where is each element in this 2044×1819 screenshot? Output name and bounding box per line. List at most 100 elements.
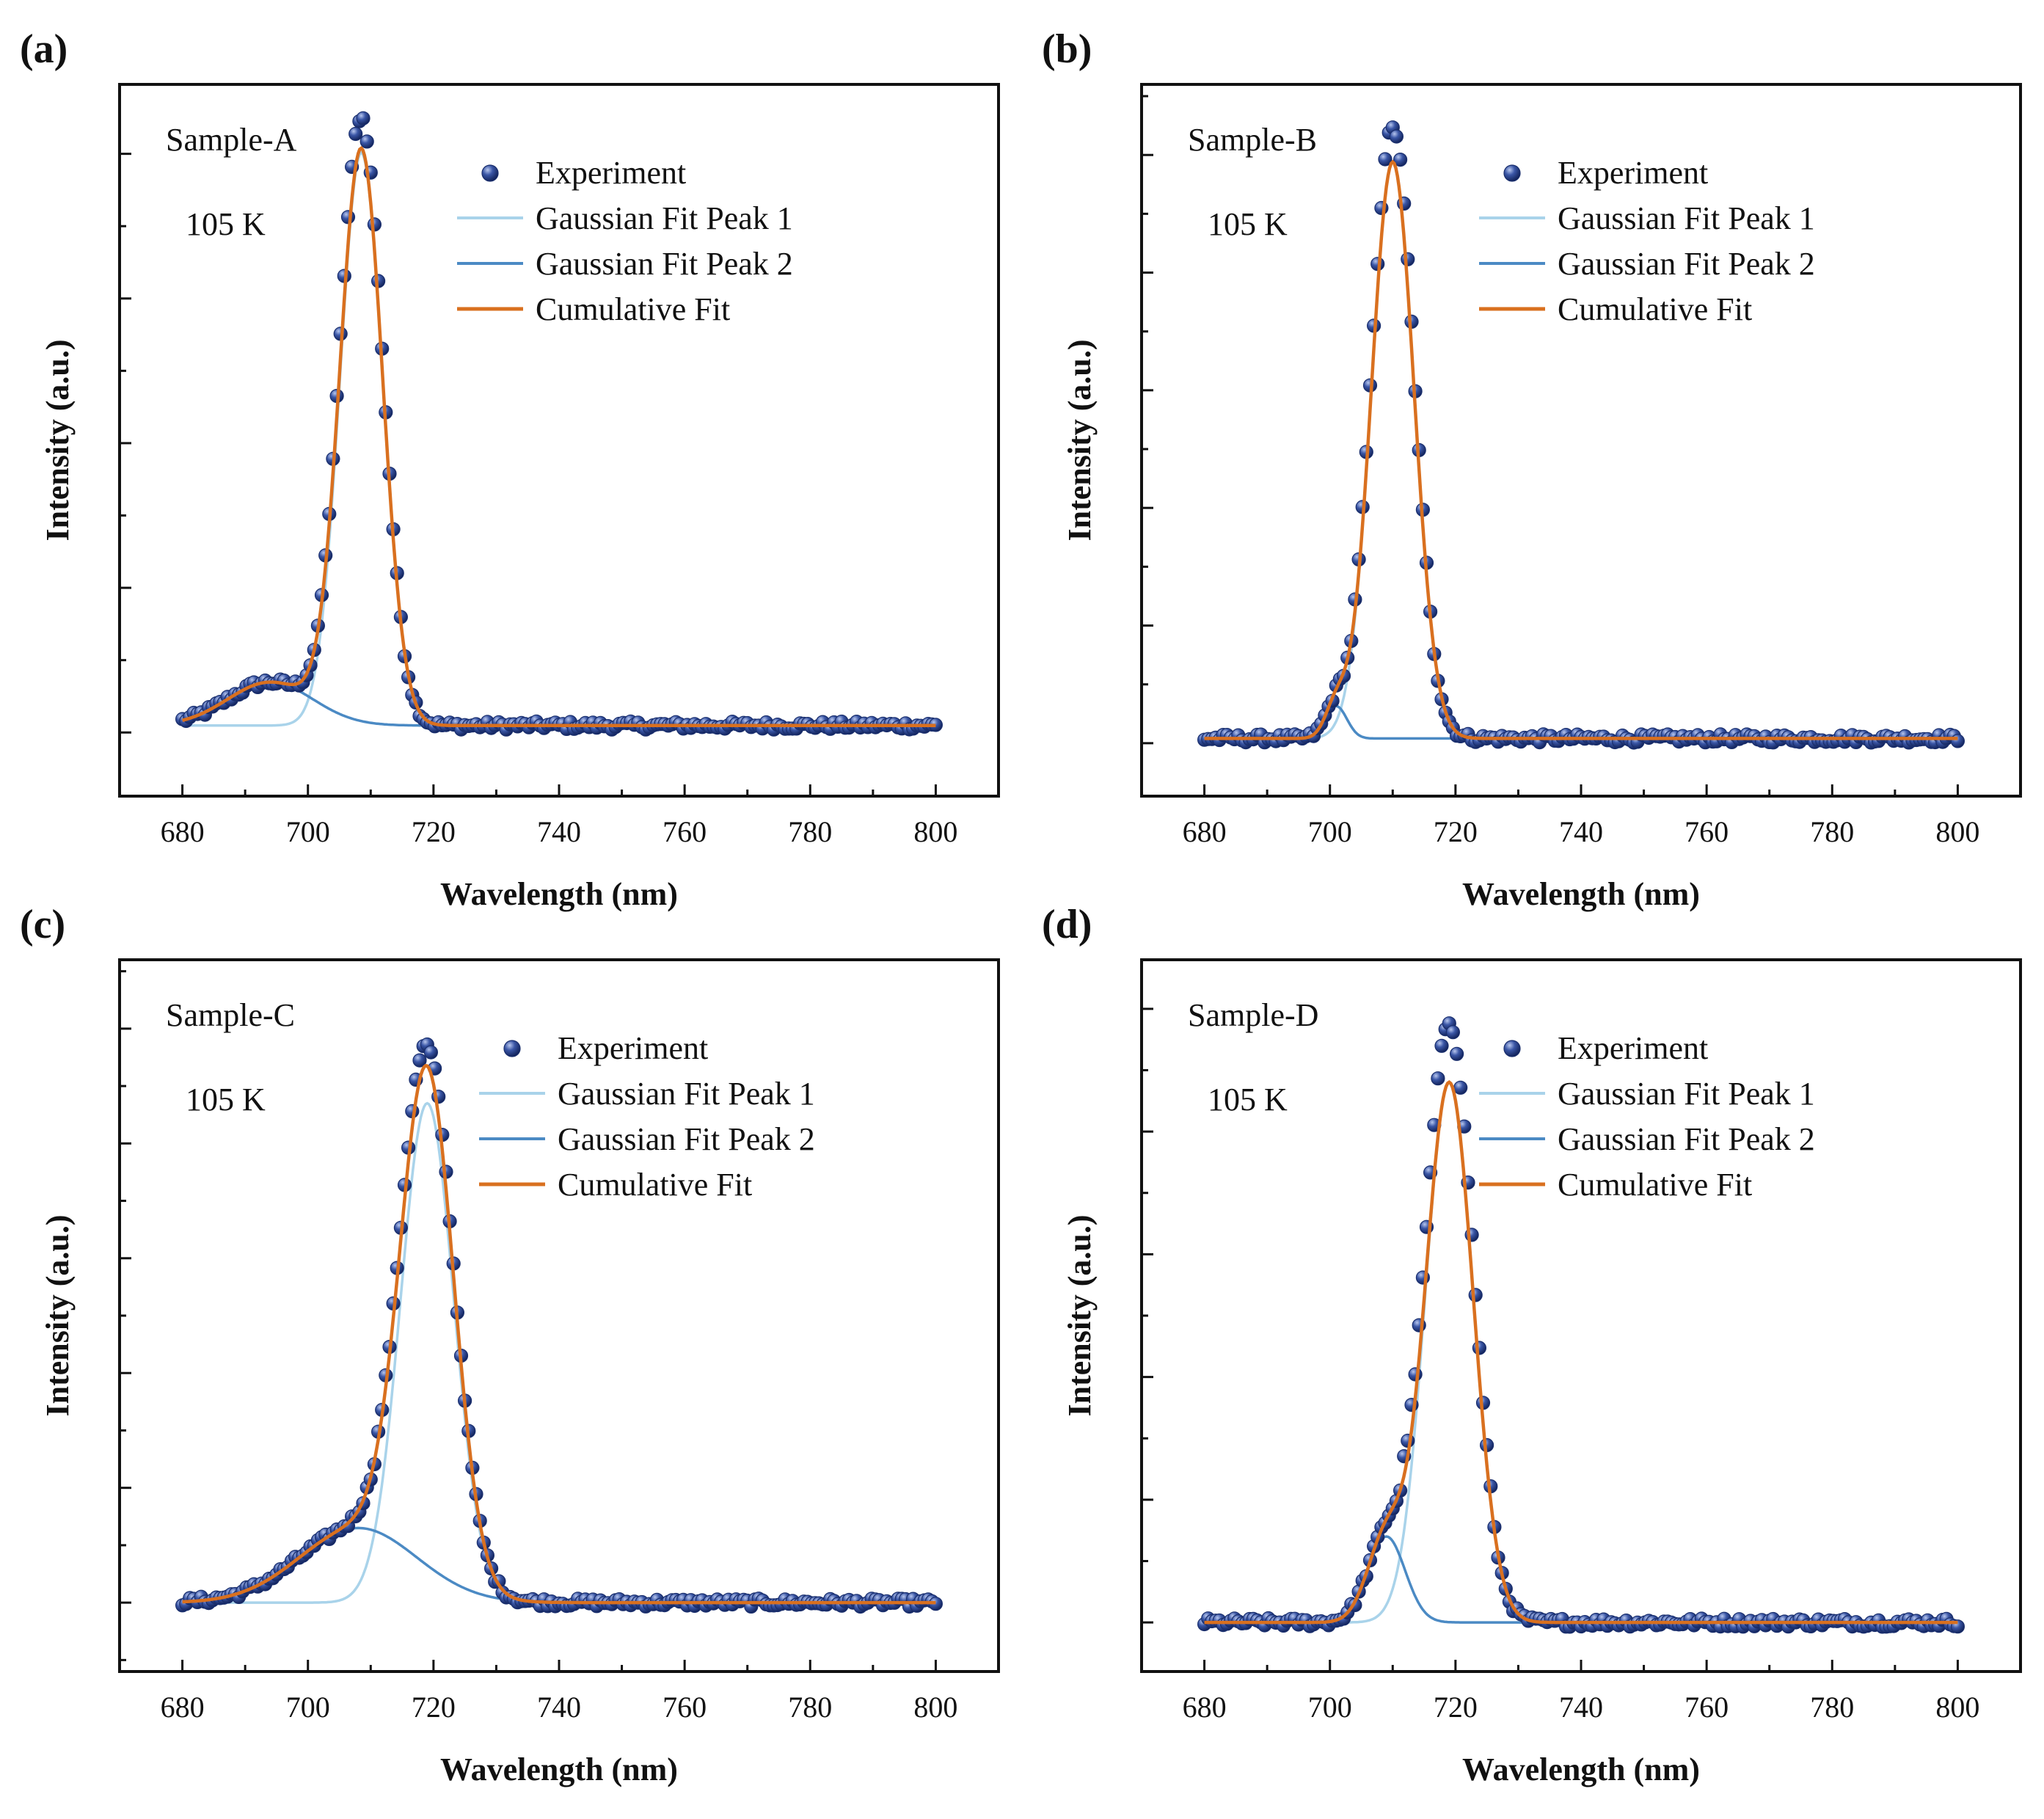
panel-tag: (c) <box>20 902 65 947</box>
sample-label: Sample-A <box>166 122 297 158</box>
panel-tag: (d) <box>1042 902 1092 947</box>
temperature-label: 105 K <box>186 1082 266 1118</box>
experiment-point <box>1378 152 1393 167</box>
x-tick-label: 720 <box>1434 815 1478 848</box>
x-tick-label: 700 <box>286 815 330 848</box>
experiment-point <box>1408 1367 1423 1382</box>
sample-label: Sample-C <box>166 997 295 1033</box>
x-tick-label: 720 <box>412 1691 456 1724</box>
x-tick-label: 680 <box>161 1691 205 1724</box>
x-tick-label: 780 <box>788 1691 832 1724</box>
experiment-point <box>359 134 374 149</box>
legend-entry: Gaussian Fit Peak 2 <box>1558 246 1815 282</box>
x-tick-label: 740 <box>1559 815 1603 848</box>
experiment-point <box>1431 1071 1445 1086</box>
x-tick-label: 740 <box>1559 1691 1603 1724</box>
temperature-label: 105 K <box>1208 1082 1288 1118</box>
legend-entry: Experiment <box>558 1030 708 1066</box>
gaussian-peak-2-curve <box>1204 1535 1958 1624</box>
legend-entry: Experiment <box>536 155 686 191</box>
x-tick-label: 800 <box>913 1691 957 1724</box>
experiment-markers <box>1197 120 1965 750</box>
temperature-label: 105 K <box>1208 206 1288 242</box>
gaussian-peak-1-curve <box>1204 1080 1958 1624</box>
legend-entry: Cumulative Fit <box>1558 291 1752 327</box>
experiment-point <box>1950 734 1965 748</box>
x-tick-label: 800 <box>1935 815 1979 848</box>
y-axis-title: Intensity (a.u.) <box>1062 339 1098 541</box>
experiment-point <box>1445 1025 1461 1040</box>
legend-entry: Cumulative Fit <box>1558 1167 1752 1203</box>
cumulative-fit-curve <box>182 1063 936 1605</box>
experiment-point <box>1453 1080 1468 1095</box>
x-tick-label: 740 <box>537 1691 581 1724</box>
x-axis-title: Wavelength (nm) <box>1462 876 1700 912</box>
x-tick-label: 800 <box>913 815 957 848</box>
x-tick-label: 740 <box>537 815 581 848</box>
plot-frame <box>1140 83 2022 798</box>
x-tick-label: 720 <box>1434 1691 1478 1724</box>
panel-sample-b: (b) 680 700 720 740 760 780 800 Wavelength (nm) I… <box>1042 26 2022 912</box>
x-tick-label: 680 <box>161 815 205 848</box>
experiment-point <box>1468 1288 1483 1302</box>
x-tick-label: 780 <box>1810 815 1854 848</box>
panel-sample-d: (d) 680 700 720 740 760 780 800 Wavelength (nm) I… <box>1042 902 2022 1787</box>
x-tick-label: 760 <box>663 815 707 848</box>
y-axis-title: Intensity (a.u.) <box>1062 1214 1098 1416</box>
x-tick-label: 780 <box>788 815 832 848</box>
legend-entry: Cumulative Fit <box>558 1167 752 1203</box>
x-tick-label: 800 <box>1935 1691 1979 1724</box>
legend-entry: Gaussian Fit Peak 1 <box>558 1076 815 1112</box>
legend-entry: Gaussian Fit Peak 1 <box>1558 200 1815 236</box>
legend-entry: Experiment <box>1558 1030 1708 1066</box>
legend-entry: Gaussian Fit Peak 1 <box>1558 1076 1815 1112</box>
legend-entry: Gaussian Fit Peak 2 <box>558 1121 815 1157</box>
legend-experiment-marker <box>503 1040 521 1057</box>
panel-sample-c: (c) 680 700 720 740 760 780 800 Wavelength (nm) I… <box>20 902 1000 1787</box>
gaussian-peak-1-curve <box>182 150 936 727</box>
experiment-point <box>1434 1038 1449 1053</box>
cumulative-fit-curve <box>182 145 936 728</box>
cumulative-fit-curve <box>1204 1079 1958 1625</box>
x-tick-label: 760 <box>663 1691 707 1724</box>
x-tick-label: 700 <box>286 1691 330 1724</box>
legend-entry: Gaussian Fit Peak 2 <box>536 246 793 282</box>
legend-entry: Cumulative Fit <box>536 291 730 327</box>
plot-frame <box>1140 958 2022 1673</box>
legend: Experiment Gaussian Fit Peak 1 Gaussian Fi… <box>457 155 793 327</box>
experiment-point <box>1389 129 1404 144</box>
y-axis-title: Intensity (a.u.) <box>40 339 76 541</box>
sample-label: Sample-D <box>1188 997 1318 1033</box>
legend-entry: Gaussian Fit Peak 2 <box>1558 1121 1815 1157</box>
x-tick-label: 720 <box>412 815 456 848</box>
x-tick-label: 760 <box>1685 815 1729 848</box>
experiment-point <box>340 210 356 225</box>
temperature-label: 105 K <box>186 206 266 242</box>
panel-sample-a: (a) 680 700 720 740 760 780 800 Wavelength (nm) I… <box>20 26 1000 912</box>
legend-experiment-marker <box>1503 1040 1521 1057</box>
x-tick-label: 760 <box>1685 1691 1729 1724</box>
legend: Experiment Gaussian Fit Peak 1 Gaussian Fi… <box>479 1030 815 1203</box>
x-tick-label: 680 <box>1183 1691 1227 1724</box>
y-axis-title: Intensity (a.u.) <box>40 1214 76 1416</box>
experiment-point <box>348 126 363 142</box>
panel-tag: (b) <box>1042 26 1092 72</box>
x-axis-title: Wavelength (nm) <box>440 1751 678 1787</box>
legend-experiment-marker <box>1503 164 1521 182</box>
experiment-point <box>1449 1046 1464 1061</box>
x-tick-label: 780 <box>1810 1691 1854 1724</box>
experiment-point <box>1393 153 1408 167</box>
plot-frame <box>118 958 1000 1673</box>
experiment-point <box>356 111 371 125</box>
experiment-point <box>423 1045 439 1060</box>
legend-experiment-marker <box>481 164 499 182</box>
legend-entry: Gaussian Fit Peak 1 <box>536 200 793 236</box>
panel-tag: (a) <box>20 26 67 72</box>
sample-label: Sample-B <box>1188 122 1317 158</box>
experiment-point <box>1401 252 1415 266</box>
cumulative-fit-curve <box>1204 159 1958 740</box>
legend-entry: Experiment <box>1558 155 1708 191</box>
x-tick-label: 700 <box>1308 1691 1352 1724</box>
x-tick-label: 700 <box>1308 815 1352 848</box>
